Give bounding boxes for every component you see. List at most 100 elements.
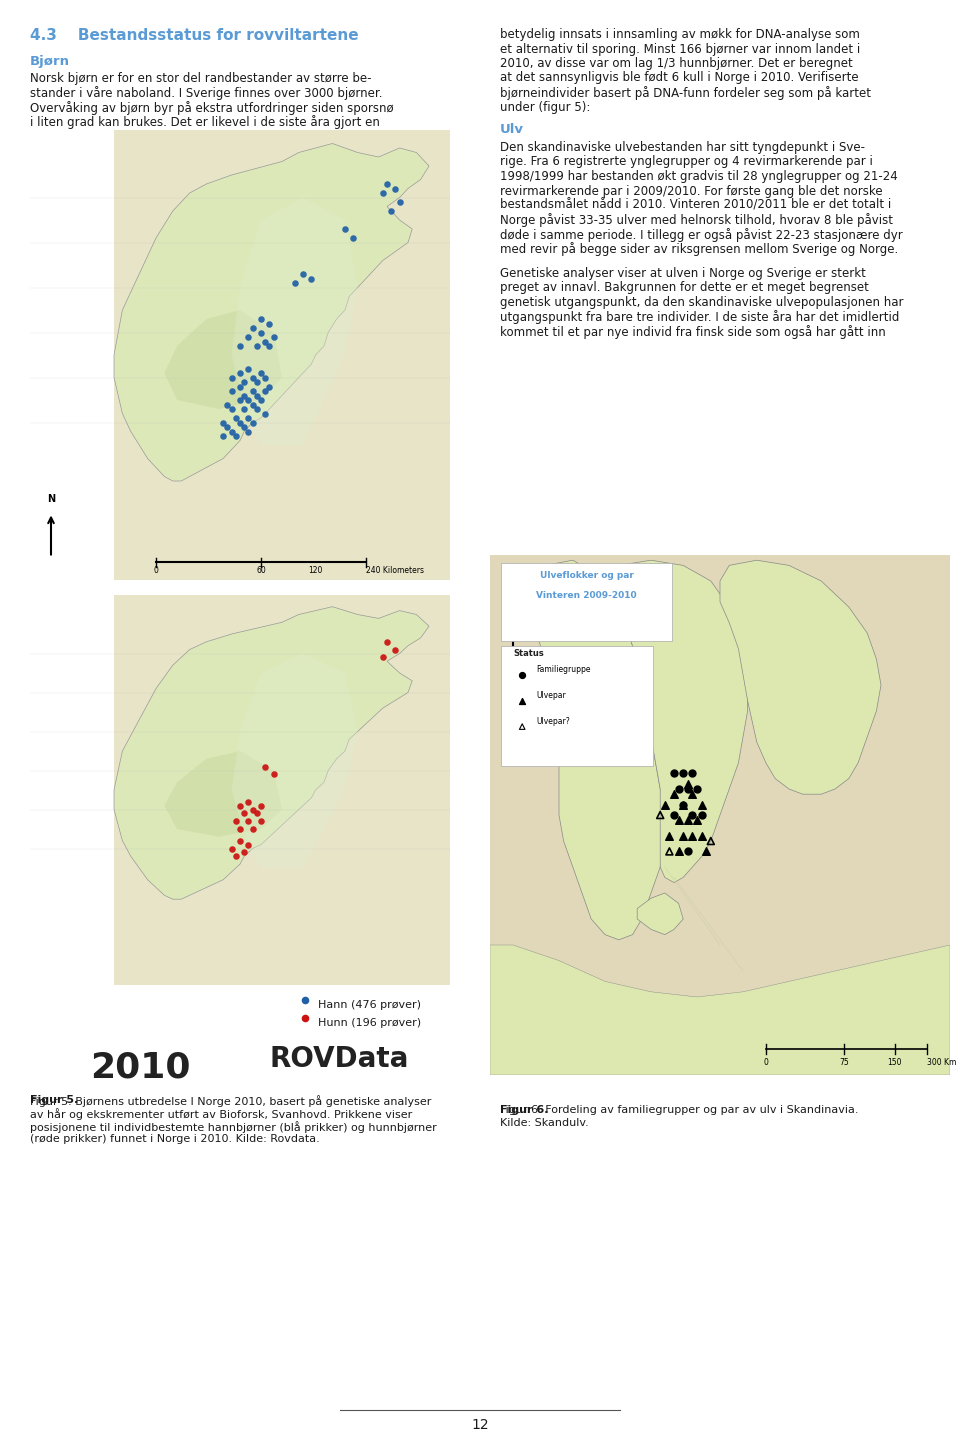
Point: [379, 631, 395, 654]
Point: [228, 424, 244, 447]
Text: 0: 0: [763, 1058, 768, 1066]
Point: [298, 1006, 313, 1029]
Text: preget av innavl. Bakgrunnen for dette er et meget begrenset: preget av innavl. Bakgrunnen for dette e…: [500, 281, 869, 294]
Point: [245, 392, 260, 416]
Polygon shape: [114, 595, 450, 986]
Text: 300 Km: 300 Km: [927, 1058, 956, 1066]
Point: [388, 177, 403, 201]
Text: rige. Fra 6 registrerte ynglegrupper og 4 revirmarkerende par i: rige. Fra 6 registrerte ynglegrupper og …: [500, 156, 873, 169]
Point: [694, 804, 709, 827]
Text: i liten grad kan brukes. Det er likevel i de siste åra gjort en: i liten grad kan brukes. Det er likevel …: [30, 115, 380, 130]
Point: [388, 638, 403, 661]
Text: posisjonene til individbestemte hannbjørner (blå prikker) og hunnbjørner: posisjonene til individbestemte hannbjør…: [30, 1121, 437, 1133]
Point: [657, 794, 672, 817]
Point: [694, 824, 709, 847]
Text: Hann (476 prøver): Hann (476 prøver): [318, 1000, 421, 1010]
Text: 75: 75: [839, 1058, 849, 1066]
Text: 60: 60: [256, 566, 266, 576]
Point: [232, 335, 248, 358]
Text: Den skandinaviske ulvebestanden har sitt tyngdepunkt i Sve-: Den skandinaviske ulvebestanden har sitt…: [500, 141, 865, 154]
Polygon shape: [164, 310, 282, 408]
Point: [236, 802, 252, 825]
Point: [515, 662, 530, 685]
Text: N: N: [47, 494, 55, 504]
Polygon shape: [619, 560, 748, 883]
Point: [266, 763, 281, 786]
Point: [228, 407, 244, 430]
Point: [689, 778, 705, 801]
Point: [236, 841, 252, 864]
Polygon shape: [164, 750, 282, 837]
Point: [250, 384, 265, 407]
Point: [680, 778, 695, 801]
Point: [220, 416, 235, 439]
Text: Figur 6.: Figur 6.: [500, 1105, 548, 1115]
Text: utgangspunkt fra bare tre individer. I de siste åra har det imidlertid: utgangspunkt fra bare tre individer. I d…: [500, 310, 900, 325]
Text: (røde prikker) funnet i Norge i 2010. Kilde: Rovdata.: (røde prikker) funnet i Norge i 2010. Ki…: [30, 1134, 320, 1144]
Text: 12: 12: [471, 1418, 489, 1431]
Point: [220, 392, 235, 416]
Text: et alternativ til sporing. Minst 166 bjørner var innom landet i: et alternativ til sporing. Minst 166 bjø…: [500, 42, 860, 55]
Point: [375, 646, 391, 670]
Point: [653, 804, 668, 827]
Point: [515, 716, 530, 739]
Text: revirmarkerende par i 2009/2010. For første gang ble det norske: revirmarkerende par i 2009/2010. For før…: [500, 185, 882, 198]
Point: [676, 794, 691, 817]
Point: [241, 356, 256, 380]
Point: [266, 326, 281, 349]
Text: Ulveflokker og par: Ulveflokker og par: [540, 570, 634, 580]
Point: [262, 335, 277, 358]
Point: [287, 271, 302, 294]
Text: Genetiske analyser viser at ulven i Norge og Sverige er sterkt: Genetiske analyser viser at ulven i Norg…: [500, 267, 866, 280]
Point: [379, 173, 395, 196]
Point: [245, 316, 260, 339]
Polygon shape: [490, 556, 950, 1075]
FancyBboxPatch shape: [501, 563, 672, 641]
Text: 120: 120: [308, 566, 323, 576]
Text: Vinteren 2009-2010: Vinteren 2009-2010: [537, 592, 636, 600]
Point: [232, 388, 248, 411]
Polygon shape: [720, 560, 881, 794]
Point: [224, 367, 239, 390]
Text: Hunn (196 prøver): Hunn (196 prøver): [318, 1017, 421, 1027]
Point: [684, 782, 700, 805]
Point: [671, 840, 686, 863]
Polygon shape: [527, 560, 664, 939]
Text: 4.3    Bestandsstatus for rovviltartene: 4.3 Bestandsstatus for rovviltartene: [30, 27, 359, 43]
Point: [232, 794, 248, 817]
Point: [215, 411, 231, 434]
Point: [303, 267, 319, 290]
Point: [232, 817, 248, 840]
Text: Kilde: Skandulv.: Kilde: Skandulv.: [500, 1118, 588, 1128]
Text: betydelig innsats i innsamling av møkk for DNA-analyse som: betydelig innsats i innsamling av møkk f…: [500, 27, 860, 40]
Text: Ulvepar: Ulvepar: [536, 691, 565, 700]
Point: [250, 371, 265, 394]
Point: [666, 762, 682, 785]
Point: [684, 804, 700, 827]
Point: [296, 263, 311, 286]
Point: [232, 830, 248, 853]
Point: [680, 808, 695, 831]
Point: [241, 791, 256, 814]
Point: [515, 690, 530, 713]
Polygon shape: [231, 198, 357, 444]
Point: [224, 837, 239, 860]
Point: [383, 199, 399, 222]
Text: bjørneindivider basert på DNA-funn fordeler seg som på kartet: bjørneindivider basert på DNA-funn forde…: [500, 87, 871, 100]
Point: [245, 380, 260, 403]
Point: [215, 424, 231, 447]
Point: [703, 830, 718, 853]
Point: [671, 778, 686, 801]
Text: Status: Status: [513, 648, 543, 658]
Point: [676, 824, 691, 847]
Point: [224, 397, 239, 420]
Polygon shape: [114, 606, 429, 899]
Text: Familiegruppe: Familiegruppe: [536, 665, 590, 674]
Point: [676, 794, 691, 817]
Point: [257, 380, 273, 403]
Point: [262, 312, 277, 335]
Text: bestandsmålet nådd i 2010. Vinteren 2010/2011 ble er det totalt i: bestandsmålet nådd i 2010. Vinteren 2010…: [500, 199, 891, 212]
Text: av hår og ekskrementer utført av Bioforsk, Svanhovd. Prikkene viser: av hår og ekskrementer utført av Biofors…: [30, 1108, 412, 1120]
Point: [241, 388, 256, 411]
Point: [245, 798, 260, 821]
